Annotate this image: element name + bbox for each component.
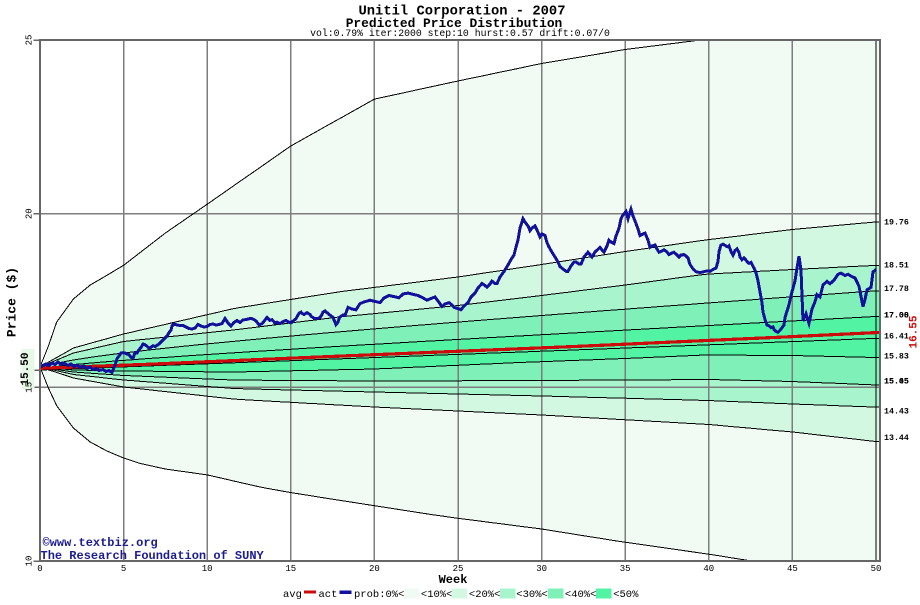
svg-text:17.08: 17.08 bbox=[884, 312, 909, 321]
svg-text:20: 20 bbox=[25, 208, 35, 219]
svg-text:<20%<: <20%< bbox=[469, 589, 501, 600]
svg-text:14.43: 14.43 bbox=[884, 408, 909, 417]
svg-text:16.41: 16.41 bbox=[884, 333, 909, 342]
svg-text:©www.textbiz.org: ©www.textbiz.org bbox=[43, 536, 158, 550]
svg-text:The Research Foundation of SUN: The Research Foundation of SUNY bbox=[41, 549, 265, 563]
svg-text:19.76: 19.76 bbox=[884, 219, 909, 228]
svg-text:15.05: 15.05 bbox=[884, 378, 909, 387]
svg-text:13.44: 13.44 bbox=[884, 434, 909, 443]
svg-text:35: 35 bbox=[620, 564, 631, 574]
svg-text:<40%<: <40%< bbox=[565, 589, 597, 600]
svg-text:<30%<: <30%< bbox=[516, 589, 548, 600]
svg-text:10: 10 bbox=[202, 564, 213, 574]
svg-text:15.83: 15.83 bbox=[884, 353, 909, 362]
svg-text:20: 20 bbox=[369, 564, 380, 574]
svg-text:Price ($): Price ($) bbox=[5, 267, 20, 337]
svg-text:10: 10 bbox=[25, 556, 35, 567]
svg-text:act: act bbox=[319, 589, 338, 600]
svg-text:45: 45 bbox=[787, 564, 798, 574]
svg-text:40: 40 bbox=[703, 564, 714, 574]
svg-text:vol:0.79% iter:2000 step:10 hu: vol:0.79% iter:2000 step:10 hurst:0.57 d… bbox=[310, 28, 610, 39]
svg-text:30: 30 bbox=[536, 564, 547, 574]
svg-text:15: 15 bbox=[25, 382, 35, 393]
svg-text:<10%<: <10%< bbox=[421, 589, 453, 600]
svg-text:18.51: 18.51 bbox=[884, 262, 909, 271]
svg-text:Week: Week bbox=[439, 573, 468, 587]
svg-text:25: 25 bbox=[25, 35, 35, 46]
svg-text:17.78: 17.78 bbox=[884, 285, 909, 294]
svg-text:15: 15 bbox=[285, 564, 296, 574]
svg-text:0: 0 bbox=[37, 564, 42, 574]
svg-text:prob:0%<: prob:0%< bbox=[354, 589, 404, 600]
svg-text:5: 5 bbox=[121, 564, 126, 574]
svg-text:avg: avg bbox=[283, 589, 302, 600]
svg-text:<50%: <50% bbox=[613, 589, 639, 600]
svg-text:16.55: 16.55 bbox=[909, 315, 920, 348]
svg-text:50: 50 bbox=[871, 564, 882, 574]
svg-text:15.50: 15.50 bbox=[20, 352, 32, 385]
